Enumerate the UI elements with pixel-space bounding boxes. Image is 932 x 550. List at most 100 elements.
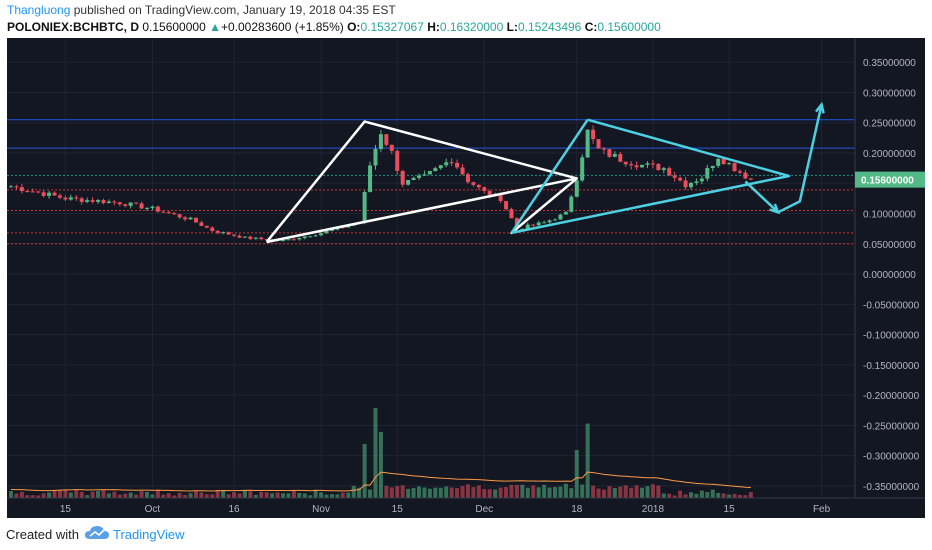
candle-body xyxy=(242,236,247,238)
volume-bar xyxy=(25,495,30,498)
candle-body xyxy=(128,202,133,206)
volume-bar xyxy=(427,488,432,498)
candle-body xyxy=(607,149,612,157)
publish-line: Thangluong published on TradingView.com,… xyxy=(7,3,396,17)
price-tick-label: 0.05000000 xyxy=(863,240,916,251)
candle-body xyxy=(172,213,177,215)
ohlc-line: POLONIEX:BCHBTC, D 0.15600000 ▲+0.002836… xyxy=(7,20,661,34)
candle-body xyxy=(683,180,688,188)
candle-body xyxy=(542,222,547,224)
volume-bar xyxy=(536,487,541,498)
arrow-head xyxy=(814,101,825,114)
candle-body xyxy=(509,209,514,219)
volume-bar xyxy=(139,491,144,498)
candle-body xyxy=(161,211,166,213)
volume-ma-line xyxy=(10,471,751,492)
volume-bar xyxy=(667,493,672,498)
chart-svg[interactable]: 0.35000000 0.30000000 0.25000000 0.20000000… xyxy=(7,38,925,518)
volume-bar xyxy=(525,487,530,498)
volume-bar xyxy=(601,489,606,498)
candle-body xyxy=(63,197,68,200)
candle-body xyxy=(286,239,291,241)
chart-area[interactable]: 0.35000000 0.30000000 0.25000000 0.20000000… xyxy=(7,38,925,518)
volume-bar xyxy=(204,494,209,498)
candle-body xyxy=(504,201,509,210)
volume-bar xyxy=(727,494,732,498)
candle-body xyxy=(264,239,269,241)
candle-body xyxy=(253,237,258,239)
candle-body xyxy=(618,154,623,162)
price-tick-label: -0.15000000 xyxy=(863,361,920,372)
volume-bar xyxy=(188,493,193,498)
last-price-label: 0.15600000 xyxy=(861,176,914,187)
candle-body xyxy=(471,182,476,185)
volume-bar xyxy=(63,489,68,498)
volume-bar xyxy=(384,485,389,498)
volume-bar xyxy=(199,492,204,498)
volume-bar xyxy=(368,489,373,498)
candle-body xyxy=(427,171,432,175)
candle-body xyxy=(166,212,171,214)
close-value: 0.15600000 xyxy=(597,20,661,34)
candle-body xyxy=(563,211,568,215)
white-triangle xyxy=(265,120,579,244)
author-link[interactable]: Thangluong xyxy=(7,3,71,17)
candle-body xyxy=(645,163,650,165)
volume-bar xyxy=(455,488,460,498)
time-tick-label: 16 xyxy=(228,504,240,515)
price-tick-label: -0.30000000 xyxy=(863,452,920,463)
volume-bar xyxy=(389,487,394,498)
volume-bar xyxy=(748,492,753,498)
horizontal-levels xyxy=(7,119,855,245)
volume-bar xyxy=(101,490,106,498)
volume-bar xyxy=(732,493,737,498)
candle-body xyxy=(210,227,215,231)
header: Thangluong published on TradingView.com,… xyxy=(0,0,932,38)
candle-body xyxy=(155,206,160,212)
candle-body xyxy=(689,182,693,188)
pattern-drawings xyxy=(265,101,825,244)
candle-body xyxy=(444,162,449,166)
volume-bar xyxy=(645,486,650,498)
volume-bar xyxy=(253,494,258,498)
candle-body xyxy=(373,148,378,166)
candle-body xyxy=(378,134,383,149)
candle-body xyxy=(101,200,106,204)
price-axis[interactable]: 0.35000000 0.30000000 0.25000000 0.20000000… xyxy=(854,38,925,518)
volume-bar xyxy=(498,487,503,498)
tradingview-brand[interactable]: TradingView xyxy=(113,527,185,542)
candle-body xyxy=(553,219,557,221)
volume-bar xyxy=(411,488,416,498)
candle-body xyxy=(433,168,438,172)
candle-body xyxy=(30,191,35,193)
volume-bar xyxy=(232,492,237,498)
candle-body xyxy=(640,164,645,168)
volume-bar xyxy=(482,488,487,498)
volume-bar xyxy=(319,492,324,498)
volume-bar xyxy=(68,492,73,498)
volume-bar xyxy=(41,493,46,498)
candle-body xyxy=(558,214,563,220)
candle-body xyxy=(400,170,405,185)
change-arrow-icon: ▲ xyxy=(209,20,221,34)
volume-bar xyxy=(362,444,367,498)
volume-bar xyxy=(172,495,177,498)
volume-bar xyxy=(493,489,498,498)
price-tick-label: 0.20000000 xyxy=(863,149,916,160)
volume-bar xyxy=(183,494,188,498)
time-axis[interactable]: 15 Oct 16 Nov 15 Dec 18 2018 15 Feb xyxy=(7,497,925,518)
candle-body xyxy=(525,224,530,229)
symbol-label[interactable]: POLONIEX:BCHBTC, D xyxy=(7,20,139,34)
candle-body xyxy=(193,217,198,223)
candle-body xyxy=(346,225,351,228)
last-price-badge xyxy=(855,171,925,188)
candle-body xyxy=(237,235,242,238)
candle-body xyxy=(455,162,460,168)
volume-bar xyxy=(471,487,476,498)
candle-body xyxy=(596,139,601,149)
candle-body xyxy=(748,178,753,180)
volume-bar xyxy=(563,483,568,498)
volume-bar xyxy=(275,492,280,498)
volume-bar xyxy=(558,486,563,498)
candle-body xyxy=(368,165,373,192)
